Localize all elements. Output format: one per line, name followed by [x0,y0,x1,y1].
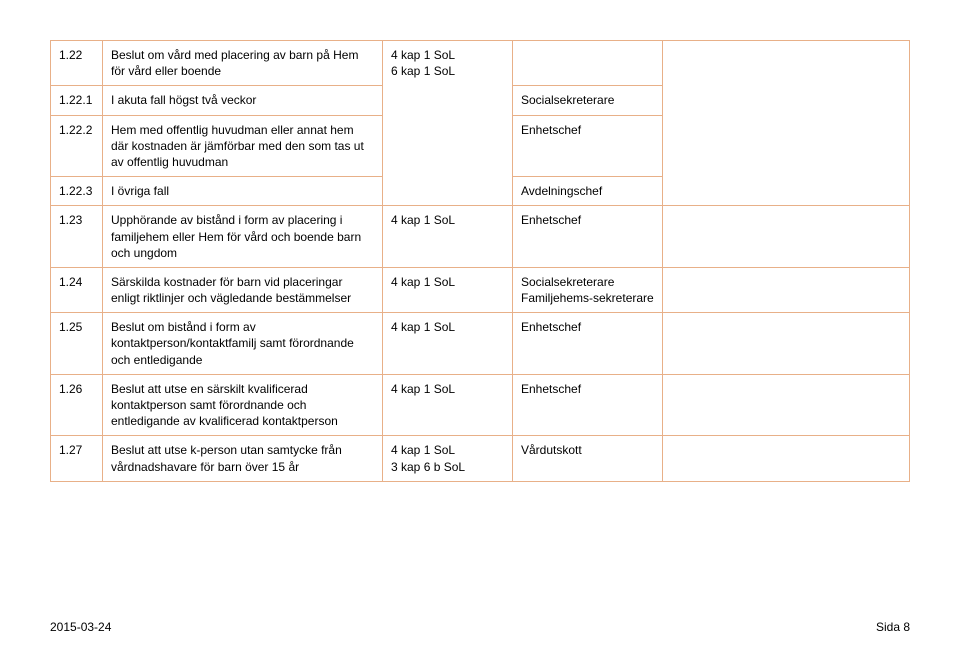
cell-role: Socialsekreterare Familjehems-sekreterar… [513,267,663,312]
cell-empty [663,374,910,436]
cell-desc: Hem med offentlig huvudman eller annat h… [103,115,383,177]
cell-num: 1.26 [51,374,103,436]
table-row: 1.22Beslut om vård med placering av barn… [51,41,910,86]
cell-role: Enhetschef [513,313,663,375]
cell-role: Vårdutskott [513,436,663,481]
footer-page: Sida 8 [876,620,910,634]
cell-ref: 4 kap 1 SoL [383,267,513,312]
cell-num: 1.22.1 [51,86,103,115]
cell-empty [663,41,910,206]
cell-desc: I övriga fall [103,177,383,206]
cell-ref: 4 kap 1 SoL 3 kap 6 b SoL [383,436,513,481]
cell-desc: I akuta fall högst två veckor [103,86,383,115]
cell-role: Enhetschef [513,374,663,436]
table-body: 1.22Beslut om vård med placering av barn… [51,41,910,482]
cell-desc: Särskilda kostnader för barn vid placeri… [103,267,383,312]
page-footer: 2015-03-24 Sida 8 [50,620,910,634]
table-row: 1.25Beslut om bistånd i form av kontaktp… [51,313,910,375]
cell-role: Socialsekreterare [513,86,663,115]
cell-empty [663,436,910,481]
table-row: 1.24Särskilda kostnader för barn vid pla… [51,267,910,312]
footer-date: 2015-03-24 [50,620,111,634]
cell-empty [663,313,910,375]
cell-role: Avdelningschef [513,177,663,206]
cell-num: 1.23 [51,206,103,268]
cell-ref: 4 kap 1 SoL 6 kap 1 SoL [383,41,513,206]
cell-desc: Beslut om vård med placering av barn på … [103,41,383,86]
cell-role: Enhetschef [513,115,663,177]
cell-num: 1.22.2 [51,115,103,177]
cell-desc: Beslut om bistånd i form av kontaktperso… [103,313,383,375]
cell-num: 1.22.3 [51,177,103,206]
cell-desc: Upphörande av bistånd i form av placerin… [103,206,383,268]
cell-empty [663,267,910,312]
cell-ref: 4 kap 1 SoL [383,206,513,268]
cell-role: Enhetschef [513,206,663,268]
table-row: 1.23Upphörande av bistånd i form av plac… [51,206,910,268]
table-row: 1.26Beslut att utse en särskilt kvalific… [51,374,910,436]
cell-ref: 4 kap 1 SoL [383,313,513,375]
cell-desc: Beslut att utse en särskilt kvalificerad… [103,374,383,436]
cell-num: 1.22 [51,41,103,86]
data-table: 1.22Beslut om vård med placering av barn… [50,40,910,482]
table-row: 1.27Beslut att utse k-person utan samtyc… [51,436,910,481]
cell-desc: Beslut att utse k-person utan samtycke f… [103,436,383,481]
cell-ref: 4 kap 1 SoL [383,374,513,436]
cell-num: 1.25 [51,313,103,375]
cell-empty [663,206,910,268]
cell-role [513,41,663,86]
cell-num: 1.27 [51,436,103,481]
cell-num: 1.24 [51,267,103,312]
